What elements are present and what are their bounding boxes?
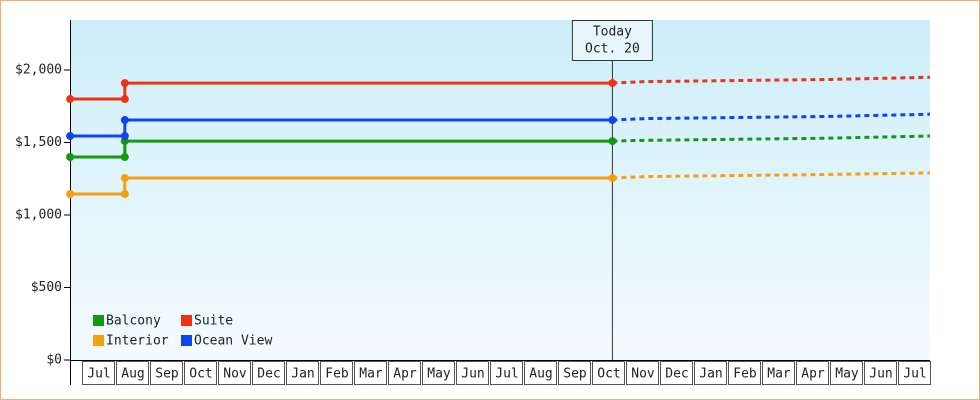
- x-tick-label: May: [835, 367, 859, 382]
- month-box: [422, 361, 455, 385]
- month-box: [592, 361, 625, 385]
- point: [66, 95, 75, 104]
- x-tick-label: Aug: [121, 367, 144, 382]
- month-box: [184, 361, 217, 385]
- x-tick-label: Jan: [291, 367, 314, 382]
- y-tick-label: $2,000: [15, 63, 62, 78]
- legend-label: Interior: [106, 334, 169, 349]
- x-tick-label: Jul: [87, 367, 110, 382]
- month-box: [388, 361, 421, 385]
- point: [608, 174, 617, 183]
- month-box: [456, 361, 489, 385]
- x-tick-label: Oct: [189, 367, 212, 382]
- month-box: [286, 361, 319, 385]
- month-box: [116, 361, 149, 385]
- x-tick-label: Feb: [733, 367, 757, 382]
- point: [120, 131, 129, 140]
- history-line: [70, 81, 613, 101]
- point: [66, 153, 75, 162]
- x-tick-label: Jun: [869, 367, 892, 382]
- today-label: Today: [593, 25, 632, 40]
- x-tick-label: Nov: [631, 367, 655, 382]
- x-tick-label: Aug: [529, 367, 552, 382]
- month-box: [558, 361, 591, 385]
- x-tick-label: Sep: [563, 367, 587, 382]
- legend-label: Balcony: [106, 314, 161, 329]
- month-box: [524, 361, 557, 385]
- legend-swatch: [93, 335, 104, 346]
- point: [608, 116, 617, 125]
- x-tick-label: Apr: [801, 367, 825, 382]
- month-box: [354, 361, 387, 385]
- month-box: [150, 361, 183, 385]
- y-tick-label: $1,000: [15, 208, 62, 223]
- month-box: [218, 361, 251, 385]
- month-box: [864, 361, 897, 385]
- month-box: [830, 361, 863, 385]
- x-tick-label: Jul: [903, 367, 926, 382]
- point: [66, 131, 75, 140]
- point: [66, 189, 75, 198]
- x-tick-label: May: [427, 367, 451, 382]
- point: [120, 174, 129, 183]
- legend-label: Suite: [194, 314, 233, 329]
- x-tick-label: Dec: [665, 367, 688, 382]
- legend-swatch: [93, 315, 104, 326]
- month-box: [82, 361, 115, 385]
- y-tick-label: $500: [31, 280, 62, 295]
- legend-swatch: [181, 335, 192, 346]
- x-tick-label: Jun: [461, 367, 484, 382]
- x-tick-label: Mar: [767, 367, 791, 382]
- x-tick-label: Nov: [223, 367, 247, 382]
- point: [120, 116, 129, 125]
- point: [120, 153, 129, 162]
- month-box: [694, 361, 727, 385]
- point: [608, 137, 617, 146]
- month-box: [796, 361, 829, 385]
- x-tick-label: Jul: [495, 367, 518, 382]
- month-box: [898, 361, 931, 385]
- x-tick-label: Feb: [325, 367, 349, 382]
- x-tick-label: Oct: [597, 367, 620, 382]
- month-box: [320, 361, 353, 385]
- y-tick-label: $0: [46, 353, 62, 368]
- today-label: Oct. 20: [585, 42, 640, 57]
- month-box: [252, 361, 285, 385]
- history-line: [70, 139, 613, 159]
- point: [120, 189, 129, 198]
- point: [608, 79, 617, 88]
- point: [120, 79, 129, 88]
- point: [120, 95, 129, 104]
- x-tick-label: Apr: [393, 367, 417, 382]
- plot-area: [70, 20, 930, 360]
- legend-swatch: [181, 315, 192, 326]
- x-tick-label: Sep: [155, 367, 179, 382]
- x-tick-label: Dec: [257, 367, 280, 382]
- month-box: [490, 361, 523, 385]
- legend-label: Ocean View: [194, 334, 272, 349]
- history-line: [70, 118, 613, 138]
- today-box: [571, 20, 653, 61]
- month-box: [660, 361, 693, 385]
- y-tick-label: $1,500: [15, 135, 62, 150]
- x-tick-label: Jan: [699, 367, 722, 382]
- month-box: [626, 361, 659, 385]
- month-box: [762, 361, 795, 385]
- month-box: [728, 361, 761, 385]
- history-line: [70, 176, 613, 196]
- x-tick-label: Mar: [359, 367, 383, 382]
